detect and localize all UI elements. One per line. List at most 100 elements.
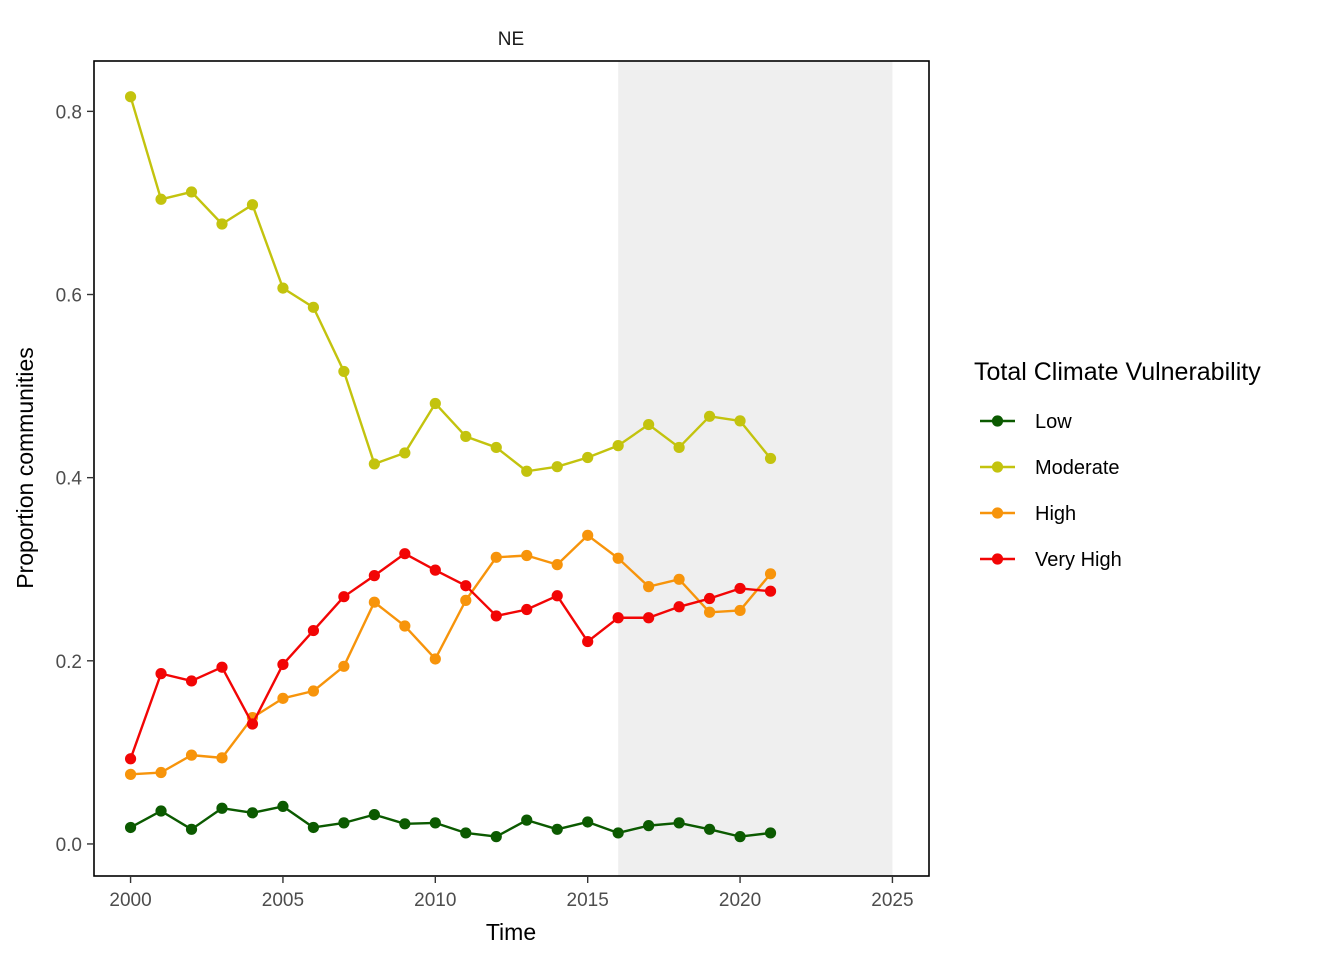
legend-label: Very High [1035, 549, 1122, 571]
data-point-high [216, 752, 228, 764]
data-point-moderate [612, 440, 624, 452]
legend-item-low: Low [980, 411, 1072, 433]
legend-key-point [991, 461, 1004, 473]
data-point-very-high [521, 603, 533, 616]
series-line-high [130, 534, 772, 776]
data-point-very-high [246, 718, 259, 730]
x-tick-label: 2010 [414, 890, 456, 911]
data-point-low [277, 800, 289, 813]
data-point-moderate [551, 461, 563, 473]
data-point-moderate [307, 301, 320, 313]
series-layer [124, 91, 777, 843]
panel-border [93, 60, 930, 877]
data-point-very-high [124, 753, 137, 765]
data-point-very-high [612, 612, 624, 624]
data-point-very-high [307, 624, 320, 637]
shaded-period-rect [618, 61, 893, 876]
series-line-low [129, 805, 771, 838]
data-point-low [521, 814, 533, 826]
data-point-moderate [673, 441, 685, 454]
data-point-high [429, 653, 441, 665]
data-point-moderate [582, 451, 594, 464]
data-point-high [490, 551, 502, 563]
data-point-moderate [764, 452, 777, 465]
data-point-high [551, 559, 563, 571]
plot-frame [93, 60, 930, 877]
data-point-moderate [734, 415, 746, 427]
data-point-low [429, 817, 441, 829]
series-very-high [124, 548, 777, 765]
data-point-high [582, 529, 594, 541]
data-point-low [643, 820, 655, 832]
x-tick-label: 2000 [109, 890, 151, 911]
legend-label: High [1035, 503, 1076, 525]
data-point-high [277, 692, 289, 704]
data-point-low [582, 816, 594, 828]
data-point-very-high [764, 585, 777, 597]
data-point-very-high [673, 601, 685, 613]
legend-key-point [991, 415, 1004, 427]
data-point-low [703, 823, 716, 835]
x-tick-label: 2025 [871, 890, 913, 911]
y-tick-label: 0.8 [56, 102, 82, 123]
data-point-moderate [399, 447, 411, 459]
y-axis-title: Proportion communities [12, 347, 38, 589]
data-point-high [399, 620, 411, 632]
data-point-low [155, 805, 167, 817]
data-point-very-high [399, 548, 411, 560]
data-point-low [460, 827, 472, 839]
chart-title: NE [498, 29, 524, 50]
x-tick-label: 2020 [719, 890, 761, 911]
data-point-low [612, 827, 624, 839]
shaded-region [618, 61, 893, 876]
data-point-very-high [155, 668, 167, 680]
data-point-high [460, 594, 472, 606]
data-point-low [124, 821, 137, 834]
data-point-high [764, 568, 777, 580]
legend-key-point [991, 553, 1004, 565]
data-point-moderate [368, 458, 380, 470]
data-point-low [734, 831, 746, 843]
data-point-high [155, 766, 167, 779]
data-point-low [246, 807, 259, 819]
data-point-moderate [246, 199, 259, 211]
data-point-high [734, 604, 746, 617]
data-point-moderate [490, 441, 502, 454]
legend-title: Total Climate Vulnerability [974, 358, 1261, 386]
data-point-very-high [338, 591, 350, 603]
y-tick-label: 0.2 [56, 652, 82, 673]
data-point-low [490, 831, 502, 843]
legend-key-point [991, 507, 1004, 519]
data-point-low [368, 809, 380, 821]
data-point-high [612, 552, 624, 564]
data-point-very-high [460, 580, 472, 592]
data-point-very-high [551, 590, 563, 602]
series-moderate [124, 91, 777, 477]
data-point-low [764, 827, 777, 839]
data-point-very-high [368, 570, 380, 582]
data-point-very-high [703, 592, 716, 605]
legend-item-very-high: Very High [980, 549, 1122, 571]
data-point-moderate [521, 465, 533, 477]
data-point-high [703, 606, 716, 618]
x-tick-label: 2005 [262, 890, 304, 911]
y-tick-label: 0.0 [56, 835, 82, 856]
data-point-very-high [582, 635, 594, 648]
series-line-very-high [129, 552, 771, 760]
data-point-low [338, 817, 350, 829]
series-line-moderate [129, 96, 772, 473]
data-point-low [673, 817, 685, 829]
data-point-low [216, 802, 228, 814]
data-point-moderate [277, 282, 289, 294]
data-point-moderate [643, 418, 655, 431]
data-point-very-high [490, 610, 502, 622]
y-tick-label: 0.4 [56, 469, 83, 490]
y-tick-label: 0.6 [56, 286, 82, 307]
data-point-very-high [216, 661, 228, 673]
data-point-very-high [734, 582, 746, 595]
data-point-moderate [429, 397, 441, 410]
data-point-moderate [155, 193, 167, 205]
legend: Total Climate Vulnerability Low Moderate H… [974, 358, 1261, 571]
legend-label: Low [1035, 411, 1072, 433]
